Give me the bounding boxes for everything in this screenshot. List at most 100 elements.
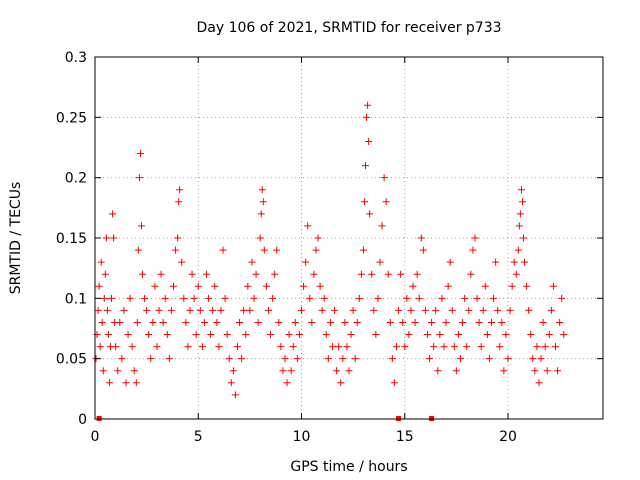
data-point-marker	[386, 318, 394, 326]
data-point-marker	[529, 355, 537, 363]
data-point-marker	[223, 331, 231, 339]
data-point-marker	[103, 306, 111, 314]
data-point-marker	[116, 318, 124, 326]
y-tick-label: 0.05	[56, 352, 87, 368]
data-point-marker	[316, 282, 324, 290]
data-point-marker	[182, 318, 190, 326]
data-point-marker	[161, 294, 169, 302]
data-point-marker	[485, 355, 493, 363]
data-point-marker	[434, 367, 442, 375]
data-point-marker	[174, 234, 182, 242]
data-point-marker	[554, 367, 562, 375]
data-point-marker	[368, 270, 376, 278]
data-point-marker	[141, 294, 149, 302]
data-point-marker	[178, 258, 186, 266]
data-point-marker	[264, 306, 272, 314]
data-point-marker	[504, 355, 512, 363]
data-point-marker	[112, 343, 120, 351]
data-point-marker	[498, 318, 506, 326]
data-point-marker	[209, 306, 217, 314]
data-point-marker	[259, 198, 267, 206]
data-point-marker	[101, 270, 109, 278]
data-point-marker	[454, 331, 462, 339]
data-point-marker	[333, 367, 341, 375]
data-point-marker	[417, 234, 425, 242]
data-point-marker	[508, 282, 516, 290]
data-point-marker	[98, 318, 106, 326]
data-point-marker	[326, 318, 334, 326]
data-point-marker	[403, 294, 411, 302]
data-point-marker	[452, 367, 460, 375]
data-point-marker	[295, 331, 303, 339]
data-point-marker	[256, 234, 264, 242]
data-point-marker	[539, 318, 547, 326]
data-point-marker	[172, 246, 180, 254]
data-point-marker	[205, 294, 213, 302]
data-point-marker	[382, 198, 390, 206]
y-tick-label: 0.2	[65, 171, 87, 187]
data-point-marker	[428, 318, 436, 326]
data-point-marker	[537, 355, 545, 363]
x-tick-label: 20	[499, 429, 517, 445]
data-point-marker	[481, 282, 489, 290]
data-point-marker	[198, 343, 206, 351]
data-point-marker	[318, 306, 326, 314]
data-point-marker	[438, 294, 446, 302]
data-point-marker	[151, 282, 159, 290]
data-point-marker	[384, 270, 392, 278]
data-point-marker	[510, 258, 518, 266]
data-point-marker	[411, 318, 419, 326]
data-point-marker	[281, 355, 289, 363]
data-point-marker	[523, 282, 531, 290]
data-point-marker	[149, 318, 157, 326]
data-point-marker	[169, 282, 177, 290]
data-point-marker	[365, 137, 373, 145]
data-point-marker	[118, 355, 126, 363]
data-point-marker	[477, 343, 485, 351]
data-point-marker	[184, 343, 192, 351]
data-point-marker	[320, 294, 328, 302]
data-point-marker	[271, 270, 279, 278]
data-point-marker	[175, 198, 183, 206]
y-tick-label: 0.1	[65, 291, 87, 307]
data-point-marker	[380, 174, 388, 182]
data-point-marker	[533, 343, 541, 351]
data-point-marker	[374, 294, 382, 302]
data-point-marker	[188, 270, 196, 278]
data-point-marker	[337, 379, 345, 387]
data-point-marker	[254, 318, 262, 326]
data-point-marker	[310, 270, 318, 278]
data-point-marker	[541, 343, 549, 351]
data-point-marker	[293, 355, 301, 363]
data-point-marker	[124, 331, 132, 339]
data-point-marker	[521, 258, 529, 266]
data-point-marker	[194, 282, 202, 290]
data-point-marker	[267, 331, 275, 339]
data-point-marker	[343, 343, 351, 351]
data-point-marker	[432, 306, 440, 314]
data-point-marker	[558, 294, 566, 302]
data-point-marker	[99, 367, 107, 375]
data-point-marker	[362, 162, 370, 170]
data-point-marker	[186, 306, 194, 314]
data-point-marker	[138, 270, 146, 278]
data-point-marker	[109, 210, 117, 218]
data-point-marker	[442, 318, 450, 326]
data-point-marker	[390, 379, 398, 387]
data-point-marker	[285, 331, 293, 339]
y-tick-label: 0.3	[65, 50, 87, 66]
data-point-marker	[331, 306, 339, 314]
x-tick-label: 0	[91, 429, 100, 445]
data-point-marker	[448, 306, 456, 314]
data-point-marker	[357, 270, 365, 278]
data-point-marker	[304, 222, 312, 230]
data-point-marker	[277, 343, 285, 351]
data-point-marker	[351, 355, 359, 363]
data-point-marker	[392, 343, 400, 351]
data-point-marker	[147, 355, 155, 363]
data-point-marker	[165, 355, 173, 363]
data-point-marker	[159, 318, 167, 326]
data-point-marker	[467, 270, 475, 278]
data-point-marker	[136, 150, 144, 158]
data-point-marker	[502, 331, 510, 339]
